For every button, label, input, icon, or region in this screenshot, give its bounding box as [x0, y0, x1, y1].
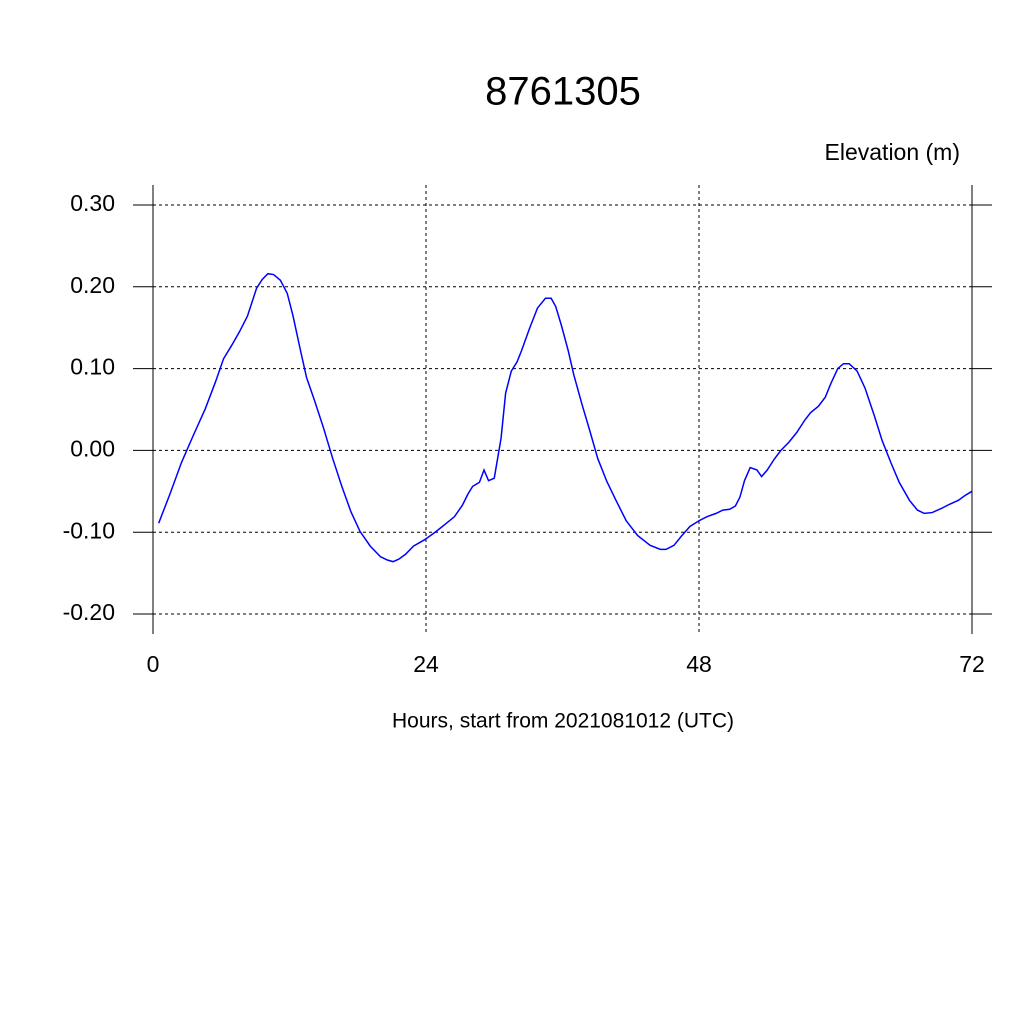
y-tick-label: -0.20: [63, 599, 115, 625]
chart-title: 8761305: [485, 70, 641, 114]
x-tick-label: 0: [147, 651, 160, 677]
x-tick-label: 72: [959, 651, 985, 677]
y-tick-label: 0.20: [70, 272, 115, 298]
x-axis-label: Hours, start from 2021081012 (UTC): [392, 710, 734, 733]
y-axis-label: Elevation (m): [825, 139, 960, 165]
y-tick-label: 0.10: [70, 354, 115, 380]
data-line: [157, 272, 973, 563]
x-tick-label: 48: [686, 651, 712, 677]
y-tick-label: 0.00: [70, 435, 115, 461]
y-tick-label: -0.10: [63, 517, 115, 543]
y-tick-label: 0.30: [70, 190, 115, 216]
x-tick-label: 24: [413, 651, 439, 677]
